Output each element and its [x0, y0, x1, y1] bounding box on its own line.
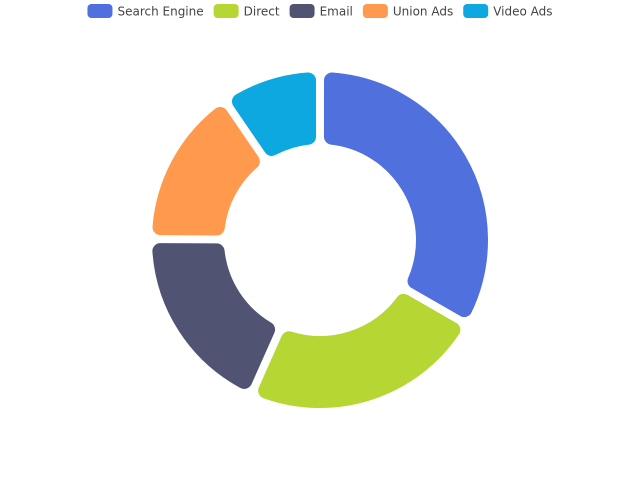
legend-swatch: [213, 4, 239, 18]
legend-label: Search Engine: [117, 5, 203, 19]
legend-swatch: [289, 4, 315, 18]
legend: Search Engine Direct Email Union Ads Video A…: [87, 4, 553, 19]
legend-label: Union Ads: [393, 5, 453, 19]
legend-swatch: [87, 4, 113, 18]
legend-swatch: [463, 4, 489, 18]
legend-swatch: [362, 4, 388, 18]
legend-label: Video Ads: [493, 5, 552, 19]
slice: [231, 72, 317, 156]
legend-label: Direct: [244, 5, 280, 19]
slice: [152, 106, 260, 236]
slice: [323, 72, 488, 318]
slice: [258, 293, 461, 408]
legend-label: Email: [320, 5, 353, 19]
slice: [152, 243, 276, 389]
